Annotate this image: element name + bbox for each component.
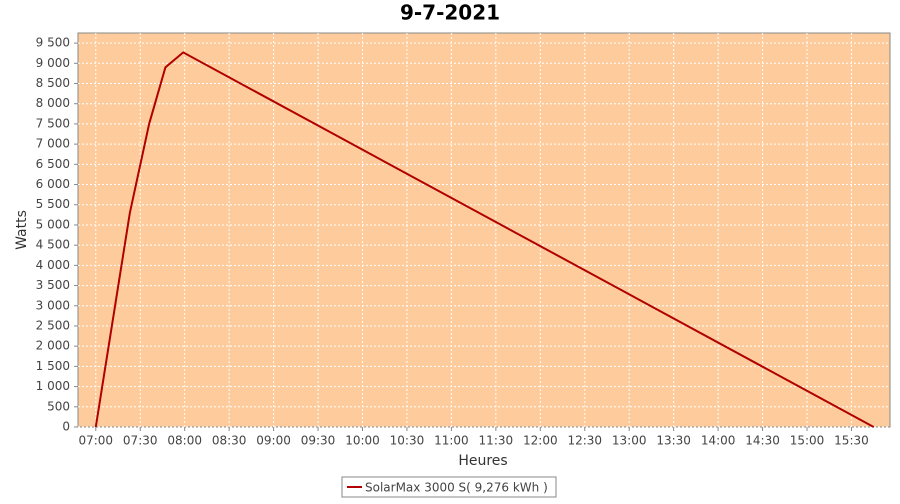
x-tick-label: 09:00: [256, 434, 291, 448]
x-tick-label: 10:00: [345, 434, 380, 448]
x-tick-label: 12:00: [523, 434, 558, 448]
x-tick-label: 08:00: [167, 434, 202, 448]
x-tick-label: 15:30: [834, 434, 869, 448]
x-tick-label: 14:30: [745, 434, 780, 448]
x-tick-label: 09:30: [301, 434, 336, 448]
y-tick-label: 7 500: [36, 116, 70, 130]
y-tick-label: 9 500: [36, 36, 70, 50]
y-tick-label: 1 500: [36, 359, 70, 373]
plot-area: [77, 32, 891, 428]
x-tick-label: 11:30: [479, 434, 514, 448]
x-tick-label: 10:30: [390, 434, 425, 448]
y-tick-label: 9 000: [36, 56, 70, 70]
y-tick-label: 6 000: [36, 177, 70, 191]
x-tick-label: 07:00: [78, 434, 113, 448]
x-tick-label: 07:30: [123, 434, 158, 448]
y-tick-label: 0: [62, 420, 70, 434]
x-tick-label: 13:00: [612, 434, 647, 448]
x-tick-label: 12:30: [567, 434, 602, 448]
chart-title: 9-7-2021: [400, 1, 500, 25]
y-tick-label: 6 500: [36, 157, 70, 171]
data-line: [94, 51, 875, 428]
y-tick-label: 3 000: [36, 298, 70, 312]
y-tick-label: 7 000: [36, 137, 70, 151]
y-tick-label: 2 500: [36, 318, 70, 332]
y-tick-label: 8 000: [36, 96, 70, 110]
legend-box: [341, 476, 557, 498]
y-tick-label: 4 000: [36, 258, 70, 272]
y-tick-label: 8 500: [36, 76, 70, 90]
y-tick-label: 5 000: [36, 217, 70, 231]
x-tick-label: 08:30: [212, 434, 247, 448]
y-tick-label: 500: [47, 399, 70, 413]
y-tick-label: 2 000: [36, 339, 70, 353]
x-tick-label: 13:30: [656, 434, 691, 448]
x-axis-label: Heures: [458, 453, 507, 469]
y-tick-label: 3 500: [36, 278, 70, 292]
legend-label: SolarMax 3000 S( 9,276 kWh ): [365, 481, 548, 495]
x-tick-label: 15:00: [790, 434, 825, 448]
y-tick-label: 4 500: [36, 238, 70, 252]
x-tick-label: 14:00: [701, 434, 736, 448]
y-axis-label: Watts: [14, 210, 30, 250]
y-tick-label: 1 000: [36, 379, 70, 393]
y-tick-label: 5 500: [36, 197, 70, 211]
x-tick-label: 11:00: [434, 434, 469, 448]
